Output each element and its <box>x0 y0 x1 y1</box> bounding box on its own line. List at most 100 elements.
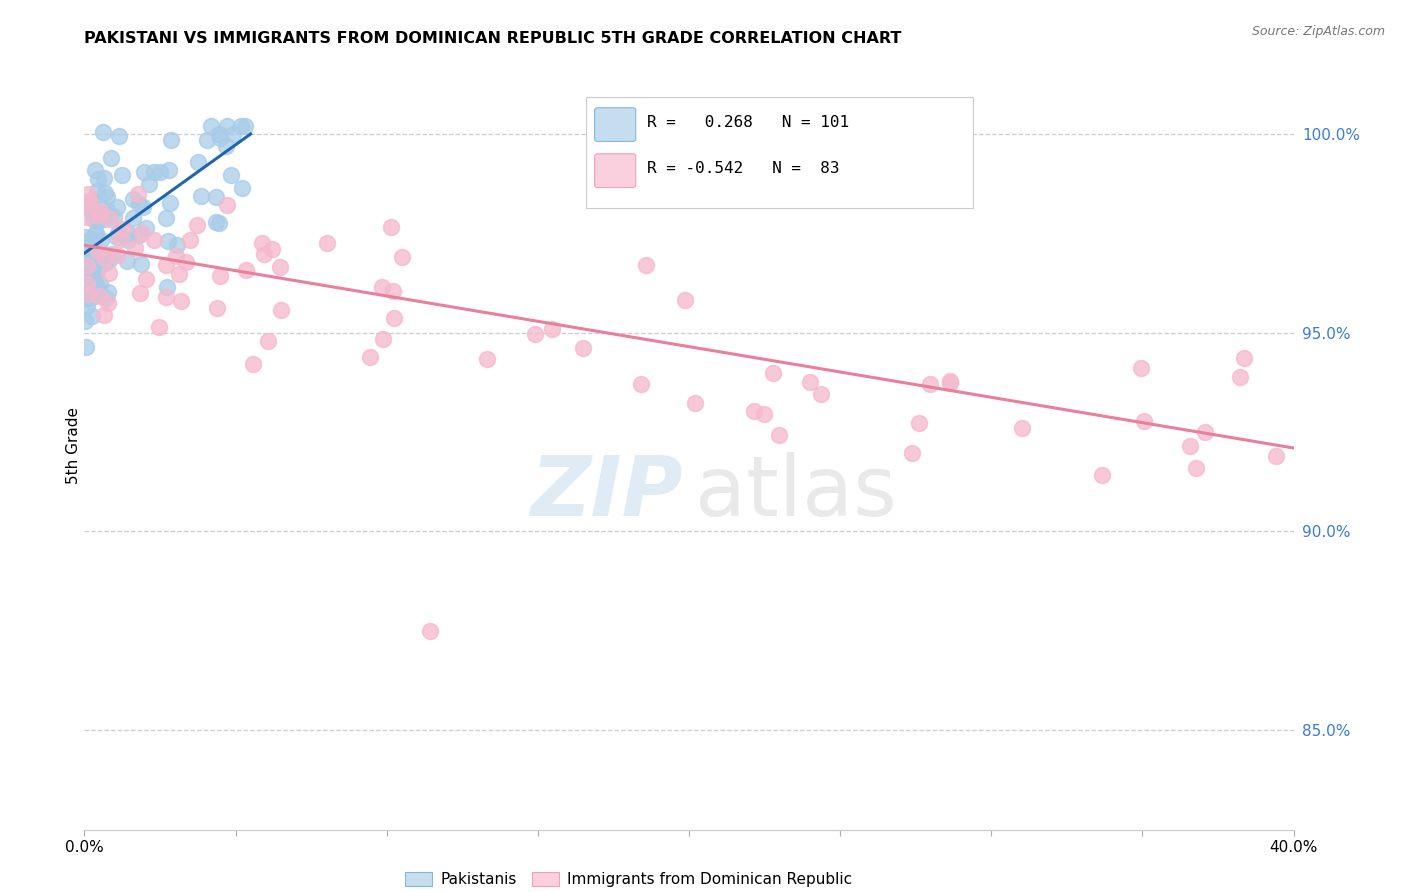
Point <box>1229 370 1251 384</box>
Point <box>165 249 187 263</box>
Point <box>105 247 128 261</box>
Point <box>1194 425 1216 439</box>
Point <box>75 340 97 354</box>
Point <box>93 309 115 323</box>
Point <box>742 403 765 417</box>
Point <box>97 285 120 299</box>
Point <box>124 240 146 254</box>
Point <box>107 226 129 240</box>
Point <box>93 212 115 227</box>
Point <box>75 260 97 275</box>
Point <box>84 227 107 241</box>
Point <box>101 246 124 260</box>
Point <box>630 376 652 391</box>
Point <box>96 247 118 261</box>
Point <box>205 215 228 229</box>
Text: Source: ZipAtlas.com: Source: ZipAtlas.com <box>1251 25 1385 38</box>
Point <box>242 358 264 372</box>
Point <box>673 293 696 308</box>
Legend: Pakistanis, Immigrants from Dominican Republic: Pakistanis, Immigrants from Dominican Re… <box>405 872 852 888</box>
Point <box>1130 360 1153 375</box>
Point <box>86 264 108 278</box>
Point <box>179 233 201 247</box>
Point <box>370 279 392 293</box>
Point <box>87 208 110 222</box>
Point <box>391 250 413 264</box>
Point <box>82 262 104 277</box>
Point <box>108 129 131 144</box>
Point <box>252 235 274 250</box>
Point <box>77 194 100 209</box>
Point <box>111 168 134 182</box>
Point <box>83 162 105 177</box>
Point <box>1233 351 1256 366</box>
Point <box>89 289 111 303</box>
Point <box>97 266 120 280</box>
Point <box>160 133 183 147</box>
Point <box>156 235 179 249</box>
Point <box>87 171 110 186</box>
Point <box>269 260 291 275</box>
Point <box>75 280 97 294</box>
Point <box>169 293 191 308</box>
Point <box>752 407 775 421</box>
Point <box>121 211 143 226</box>
Point <box>907 416 929 430</box>
Point <box>83 289 105 303</box>
Point <box>159 196 181 211</box>
Point <box>155 259 177 273</box>
Point <box>79 255 101 269</box>
Point <box>231 181 253 195</box>
Point <box>105 200 128 214</box>
Point <box>80 232 103 246</box>
Point <box>76 211 98 225</box>
Point <box>799 376 821 390</box>
Point <box>215 139 238 153</box>
Point <box>939 376 962 391</box>
Point <box>195 133 218 147</box>
Point <box>84 262 107 277</box>
Point <box>138 178 160 192</box>
Point <box>75 292 97 306</box>
Point <box>186 218 208 232</box>
Point <box>157 163 180 178</box>
Point <box>541 322 564 336</box>
Point <box>373 332 395 346</box>
Point <box>96 203 118 218</box>
Point <box>117 234 139 248</box>
Point <box>918 376 941 391</box>
Point <box>77 235 100 249</box>
Point <box>105 229 128 244</box>
Point <box>117 226 139 240</box>
Point <box>217 119 239 133</box>
Point <box>129 257 152 271</box>
Point <box>475 352 498 367</box>
Point <box>128 196 150 211</box>
Point <box>90 202 112 216</box>
Point <box>98 212 121 227</box>
Point <box>82 310 104 324</box>
Point <box>79 240 101 254</box>
Point <box>235 263 257 277</box>
Point <box>1264 449 1286 463</box>
Point <box>207 301 229 315</box>
Point <box>97 296 120 310</box>
Point <box>131 227 153 241</box>
Point <box>685 396 707 410</box>
Point <box>231 119 253 133</box>
Point <box>209 268 232 283</box>
Point <box>128 227 150 242</box>
Point <box>127 187 149 202</box>
Point <box>1133 415 1156 429</box>
Point <box>87 213 110 227</box>
Point <box>89 277 111 292</box>
Point <box>98 209 121 223</box>
Point <box>1185 460 1208 475</box>
Point <box>83 194 105 209</box>
Point <box>419 624 441 638</box>
Point <box>87 206 110 220</box>
Y-axis label: 5th Grade: 5th Grade <box>66 408 80 484</box>
Point <box>1091 468 1114 483</box>
Point <box>87 257 110 271</box>
Point <box>142 165 165 179</box>
